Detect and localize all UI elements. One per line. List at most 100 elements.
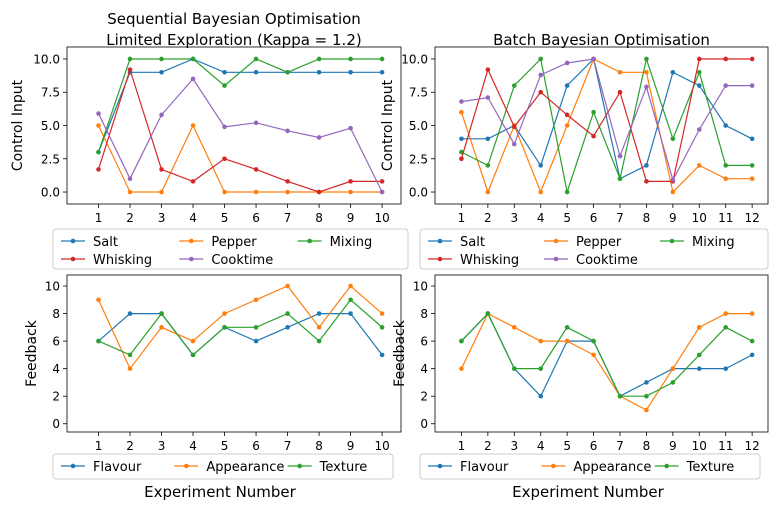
legend-salt-marker bbox=[437, 238, 443, 244]
batch-control-xtick-label: 10 bbox=[692, 211, 707, 225]
seq-control-series-salt-point bbox=[379, 69, 385, 75]
seq-control-series-cooktime-line bbox=[97, 77, 383, 193]
batch-feedback-series-texture-point bbox=[696, 352, 702, 358]
legend-texture-label: Texture bbox=[686, 460, 735, 475]
batch-control-ylabel: Control Input bbox=[380, 79, 396, 171]
seq-feedback-xtick-label: 4 bbox=[189, 439, 197, 453]
seq-control-series-cooktime-point bbox=[222, 124, 227, 130]
legend-salt-label: Salt bbox=[93, 235, 118, 250]
seq-control-series-whisking-point bbox=[127, 67, 133, 72]
batch-feedback-xtick-label: 3 bbox=[510, 439, 518, 453]
legend-cooktime-label: Cooktime bbox=[576, 253, 638, 268]
batch-feedback-ylabel: Feedback bbox=[392, 319, 408, 387]
seq-feedback-xtick-label: 9 bbox=[347, 439, 355, 453]
seq-feedback-axes-frame bbox=[66, 274, 402, 433]
batch-feedback-xtick-label: 8 bbox=[643, 439, 651, 453]
seq-feedback-xtick-label: 5 bbox=[221, 439, 229, 453]
seq-feedback-series-flavour-line bbox=[98, 313, 383, 356]
seq-control-title-line-2: Limited Exploration (Kappa = 1.2) bbox=[106, 31, 361, 49]
batch-control-xtick-label: 2 bbox=[484, 211, 492, 225]
batch-feedback-series-texture-point bbox=[617, 393, 623, 399]
seq-control-series-mixing-point bbox=[348, 56, 353, 62]
seq-control-panel: Sequential Bayesian Optimisation Limited … bbox=[10, 10, 409, 270]
batch-control-series-pepper-point bbox=[749, 176, 755, 182]
batch-control-series-whisking-point bbox=[459, 156, 464, 162]
seq-control-series-whisking-point bbox=[348, 179, 353, 184]
batch-control-series-cooktime-point bbox=[644, 84, 649, 90]
batch-feedback-series-texture-point bbox=[749, 338, 755, 344]
seq-feedback-xtick-label: 1 bbox=[95, 439, 103, 453]
batch-control-series-salt-point bbox=[459, 136, 464, 142]
batch-feedback-ytick-label: 0 bbox=[420, 417, 428, 431]
seq-feedback-series-flavour-point bbox=[379, 352, 385, 358]
batch-control-series-mixing-point bbox=[723, 163, 729, 168]
legend-appearance-marker bbox=[551, 463, 556, 469]
seq-feedback-series-appearance-point bbox=[127, 366, 133, 371]
batch-feedback-series-texture-point bbox=[538, 366, 544, 371]
batch-control-panel: Batch Bayesian Optimisation Control Input… bbox=[380, 31, 769, 270]
seq-control-legend-box bbox=[52, 228, 409, 270]
batch-control-series-pepper-point bbox=[459, 109, 464, 115]
batch-control-title-line-1: Batch Bayesian Optimisation bbox=[493, 31, 710, 49]
batch-control-series-mixing-point bbox=[644, 56, 649, 62]
batch-control-xtick-label: 3 bbox=[510, 211, 518, 225]
batch-control-series-pepper-point bbox=[696, 163, 702, 168]
seq-control-series-mixing-point bbox=[316, 56, 322, 62]
legend-flavour-marker bbox=[437, 463, 443, 469]
seq-control-series-pepper-point bbox=[96, 123, 101, 128]
batch-control-series-cooktime-point bbox=[670, 177, 676, 183]
batch-control-series-mixing-point bbox=[485, 163, 491, 168]
seq-control-xtick-label: 5 bbox=[221, 211, 229, 225]
batch-control-xtick-label: 6 bbox=[590, 211, 598, 225]
batch-feedback-series-appearance-point bbox=[564, 338, 570, 344]
seq-control-series-pepper-point bbox=[127, 189, 133, 195]
batch-control-xtick-label: 9 bbox=[669, 211, 677, 225]
legend-pepper-label: Pepper bbox=[576, 235, 622, 250]
batch-control-xtick-label: 8 bbox=[643, 211, 651, 225]
batch-control-series-cooktime-line bbox=[461, 58, 753, 182]
seq-control-series-cooktime-point bbox=[127, 176, 133, 182]
seq-feedback-series-flavour-point bbox=[127, 311, 133, 316]
batch-feedback-series-flavour-point bbox=[644, 380, 649, 385]
seq-feedback-series-texture-point bbox=[159, 311, 164, 316]
seq-control-series-mixing-point bbox=[253, 56, 259, 62]
legend-flavour-marker bbox=[70, 463, 76, 469]
legend-texture-marker bbox=[664, 463, 669, 469]
batch-control-xtick-label: 4 bbox=[537, 211, 545, 225]
seq-feedback-ytick-label: 8 bbox=[52, 307, 60, 321]
seq-control-series-cooktime-point bbox=[159, 112, 164, 118]
legend-mixing-label: Mixing bbox=[692, 235, 735, 250]
seq-control-ytick-label: 2.5 bbox=[41, 152, 60, 166]
batch-control-series-cooktime-point bbox=[617, 153, 623, 159]
batch-feedback-series-texture-point bbox=[511, 366, 517, 371]
seq-control-series-mixing-point bbox=[379, 56, 385, 62]
batch-control-series-salt-point bbox=[538, 163, 544, 168]
batch-control-series-mixing-point bbox=[696, 69, 702, 75]
legend-flavour-label: Flavour bbox=[460, 460, 509, 475]
seq-feedback-series-appearance-point bbox=[190, 338, 196, 344]
seq-feedback-series-texture-point bbox=[190, 352, 196, 358]
seq-control-xtick-label: 2 bbox=[126, 211, 134, 225]
seq-control-series-whisking-point bbox=[285, 179, 290, 184]
batch-control-series-whisking-point bbox=[538, 89, 544, 95]
batch-control-series-mixing-point bbox=[538, 56, 544, 62]
batch-feedback-series-texture-point bbox=[644, 393, 649, 399]
batch-feedback-series-texture-point bbox=[723, 325, 729, 330]
batch-control-series-mixing-point bbox=[511, 83, 517, 88]
seq-feedback-series-flavour-point bbox=[285, 325, 290, 330]
legend-salt-label: Salt bbox=[460, 235, 485, 250]
batch-feedback-series-flavour-point bbox=[696, 366, 702, 371]
batch-control-series-salt-point bbox=[749, 136, 755, 142]
seq-control-series-cooktime-point bbox=[348, 125, 353, 131]
legend-appearance-marker bbox=[184, 463, 189, 469]
batch-feedback-series-texture-point bbox=[591, 338, 596, 344]
batch-control-series-cooktime-point bbox=[723, 83, 729, 88]
seq-control-series-whisking-point bbox=[222, 156, 227, 162]
batch-feedback-ytick-label: 2 bbox=[420, 390, 428, 404]
batch-feedback-series-flavour-point bbox=[538, 393, 544, 399]
batch-control-ytick-label: 10.0 bbox=[401, 52, 428, 66]
batch-feedback-series-texture-line bbox=[460, 312, 753, 397]
batch-feedback-series-flavour-point bbox=[749, 352, 755, 358]
legend-texture-marker bbox=[297, 463, 302, 469]
seq-control-ytick-label: 10.0 bbox=[33, 52, 60, 66]
